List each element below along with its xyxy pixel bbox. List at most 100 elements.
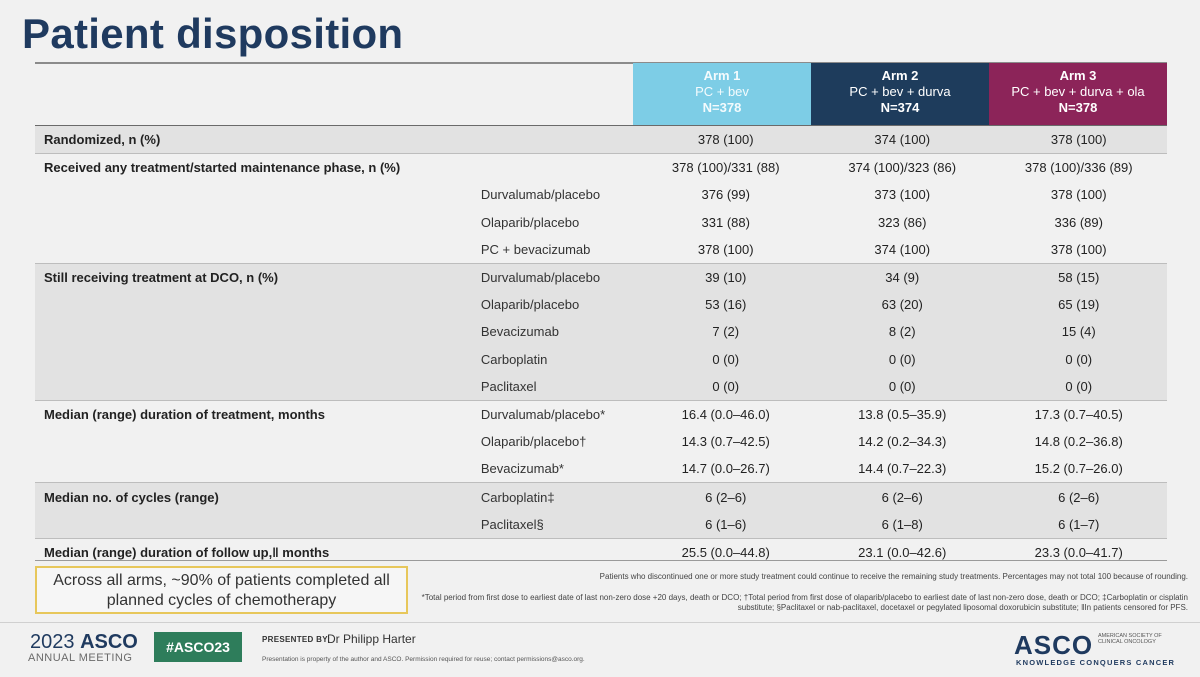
table-row: Bevacizumab 7 (2) 8 (2) 15 (4) (35, 318, 1167, 346)
arm-3-header: Arm 3 PC + bev + durva + ola N=378 (989, 63, 1167, 125)
asco-logo: ASCO American Society of Clinical Oncolo… (1014, 630, 1194, 670)
arm-1-n: N=378 (702, 100, 742, 115)
arm-2-value: 374 (100) (813, 126, 991, 154)
arm-2-value: 14.4 (0.7–22.3) (858, 461, 947, 477)
row-sublabel (480, 537, 638, 566)
arm-3-value: 336 (89) (1054, 214, 1103, 230)
arm-3-value: 65 (19) (990, 291, 1167, 319)
title-divider (35, 62, 1167, 64)
row-label (35, 372, 481, 401)
row-sublabel: Paclitaxel (480, 372, 638, 401)
table-row: Bevacizumab* 14.7 (0.0–26.7) 14.4 (0.7–2… (35, 455, 1167, 483)
asco-tagline: KNOWLEDGE CONQUERS CANCER (1016, 658, 1176, 667)
arm-3-value: 15 (4) (990, 318, 1167, 346)
hashtag-badge: #ASCO23 (154, 632, 242, 662)
arm-3-value: 378 (100)/336 (89) (990, 153, 1167, 182)
table-row: Received any treatment/started maintenan… (35, 153, 1167, 182)
table-row: Median (range) duration of follow up,‖ m… (35, 537, 1167, 566)
row-label (35, 428, 481, 455)
footer-divider (0, 622, 1200, 623)
table-row: Carboplatin 0 (0) 0 (0) 0 (0) (35, 345, 1167, 373)
arm-1-value: 378 (100) (697, 241, 754, 257)
table-bottom-divider (35, 560, 1167, 561)
arm-1-value: 14.3 (0.7–42.5) (681, 434, 770, 450)
table-row: Durvalumab/placebo 376 (99) 373 (100) 37… (35, 181, 1167, 208)
row-sublabel (480, 153, 638, 182)
table-row: Still receiving treatment at DCO, n (%) … (35, 262, 1167, 292)
arm-2-value: 374 (100)/323 (86) (813, 153, 991, 182)
arm-3-value: 15.2 (0.7–26.0) (1034, 461, 1123, 477)
meeting-logo: 2023 ASCO (30, 631, 138, 654)
arm-1-value: 7 (2) (637, 318, 814, 346)
arm-3-value: 378 (100) (1050, 187, 1107, 203)
arm-1-value: 378 (100) (637, 126, 814, 154)
meeting-subtitle: ANNUAL MEETING (28, 652, 133, 664)
table-row: Paclitaxel§ 6 (1–6) 6 (1–8) 6 (1–7) (35, 510, 1167, 539)
row-label (35, 236, 481, 264)
arm-1-value: 378 (100)/331 (88) (637, 153, 814, 182)
key-finding-callout: Across all arms, ~90% of patients comple… (35, 566, 408, 614)
arm-2-value: 34 (9) (813, 262, 991, 292)
arm-3-value: 17.3 (0.7–40.5) (990, 399, 1167, 429)
row-sublabel: Paclitaxel§ (480, 510, 638, 539)
row-label (35, 181, 481, 208)
meeting-year: 2023 (30, 631, 75, 653)
table-row: Paclitaxel 0 (0) 0 (0) 0 (0) (35, 372, 1167, 401)
row-sublabel: Olaparib/placebo† (480, 434, 587, 450)
table-row: Randomized, n (%) 378 (100) 374 (100) 37… (35, 126, 1167, 154)
arm-3-value: 6 (1–7) (990, 510, 1167, 539)
arm-1-value: 6 (1–6) (637, 510, 814, 539)
arm-1-value: 0 (0) (637, 345, 814, 373)
arm-1-value: 39 (10) (637, 262, 814, 292)
footnote-general: Patients who discontinued one or more st… (599, 572, 1188, 581)
arm-1-value: 0 (0) (637, 372, 814, 401)
row-sublabel: Olaparib/placebo (480, 214, 580, 230)
arm-2-value: 13.8 (0.5–35.9) (813, 399, 991, 429)
row-label (35, 345, 481, 373)
row-label: Received any treatment/started maintenan… (35, 153, 481, 182)
presenter-name: Dr Philipp Harter (327, 632, 416, 646)
asco-society-name: American Society of Clinical Oncology (1098, 633, 1162, 645)
arm-1-value: 25.5 (0.0–44.8) (637, 537, 814, 566)
arm-2-value: 23.1 (0.0–42.6) (813, 537, 991, 566)
property-notice: Presentation is property of the author a… (262, 656, 585, 663)
arm-3-value: 378 (100) (1050, 241, 1107, 257)
arm-2-header: Arm 2 PC + bev + durva N=374 (811, 63, 989, 125)
arm-1-value: 376 (99) (701, 187, 750, 203)
arm-2-value: 373 (100) (874, 187, 931, 203)
arm-2-regimen: PC + bev + durva (849, 84, 951, 99)
row-label (35, 455, 481, 483)
arm-3-name: Arm 3 (1059, 68, 1097, 83)
arm-2-value: 0 (0) (813, 372, 991, 401)
table-row: Olaparib/placebo 53 (16) 63 (20) 65 (19) (35, 291, 1167, 319)
arm-1-name: Arm 1 (703, 68, 741, 83)
arm-2-name: Arm 2 (881, 68, 919, 83)
row-sublabel: Durvalumab/placebo (480, 187, 601, 203)
table-row: Median no. of cycles (range) Carboplatin… (35, 482, 1167, 511)
arm-3-value: 58 (15) (990, 262, 1167, 292)
arm-2-value: 6 (1–8) (813, 510, 991, 539)
row-label (35, 510, 481, 539)
row-sublabel: Durvalumab/placebo (480, 262, 638, 292)
arm-1-value: 16.4 (0.0–46.0) (637, 399, 814, 429)
arm-1-value: 6 (2–6) (637, 482, 814, 511)
row-label: Median no. of cycles (range) (35, 482, 481, 511)
row-sublabel: Carboplatin‡ (480, 482, 638, 511)
row-label: Median (range) duration of follow up,‖ m… (35, 537, 481, 566)
arm-3-value: 0 (0) (990, 372, 1167, 401)
arm-3-value: 14.8 (0.2–36.8) (1034, 434, 1123, 450)
disposition-table: Randomized, n (%) 378 (100) 374 (100) 37… (35, 126, 1167, 566)
arm-2-value: 323 (86) (878, 214, 927, 230)
arm-2-n: N=374 (880, 100, 920, 115)
page-title: Patient disposition (22, 10, 404, 57)
arm-3-value: 6 (2–6) (990, 482, 1167, 511)
row-sublabel: Carboplatin (480, 345, 638, 373)
row-sublabel: Durvalumab/placebo* (480, 399, 638, 429)
row-sublabel: PC + bevacizumab (480, 241, 591, 257)
arm-1-value: 53 (16) (637, 291, 814, 319)
arm-2-value: 14.2 (0.2–34.3) (858, 434, 947, 450)
arm-3-n: N=378 (1058, 100, 1098, 115)
row-label: Median (range) duration of treatment, mo… (35, 399, 481, 429)
arm-2-value: 0 (0) (813, 345, 991, 373)
arm-3-value: 0 (0) (990, 345, 1167, 373)
